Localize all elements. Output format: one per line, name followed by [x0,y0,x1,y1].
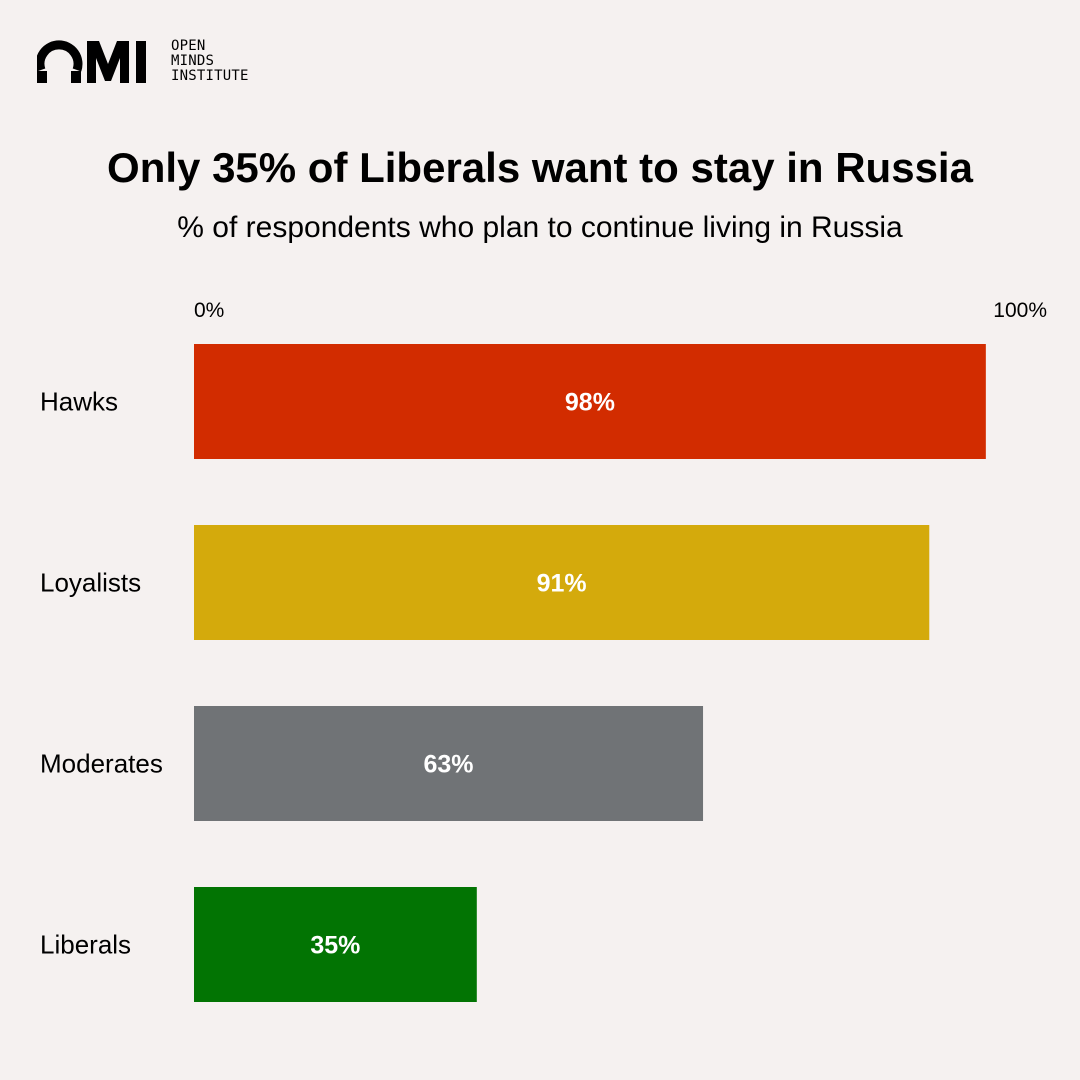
tick-label-100: 100% [993,299,1047,322]
category-label-moderates: Moderates [40,749,163,779]
wordmark-line-1: OPEN [171,37,206,54]
bar-hawks [194,344,986,459]
chart-subtitle: % of respondents who plan to continue li… [177,211,903,244]
logo-wordmark: OPEN MINDS INSTITUTE [171,37,249,84]
bar-liberals [194,887,477,1002]
logo: OPEN MINDS INSTITUTE [37,36,249,86]
tick-label-0: 0% [194,299,224,322]
value-label-liberals: 35% [310,932,360,960]
value-label-moderates: 63% [423,751,473,779]
bar-moderates [194,706,704,821]
wordmark-line-3: INSTITUTE [171,67,249,84]
bar-loyalists [194,525,930,640]
chart-title: Only 35% of Liberals want to stay in Rus… [107,144,973,191]
wordmark-line-2: MINDS [171,52,215,69]
omi-logo-mark [37,40,146,83]
category-label-hawks: Hawks [40,387,118,417]
value-label-hawks: 98% [565,389,615,417]
category-label-loyalists: Loyalists [40,568,141,598]
category-label-liberals: Liberals [40,930,131,960]
value-label-loyalists: 91% [537,570,587,598]
